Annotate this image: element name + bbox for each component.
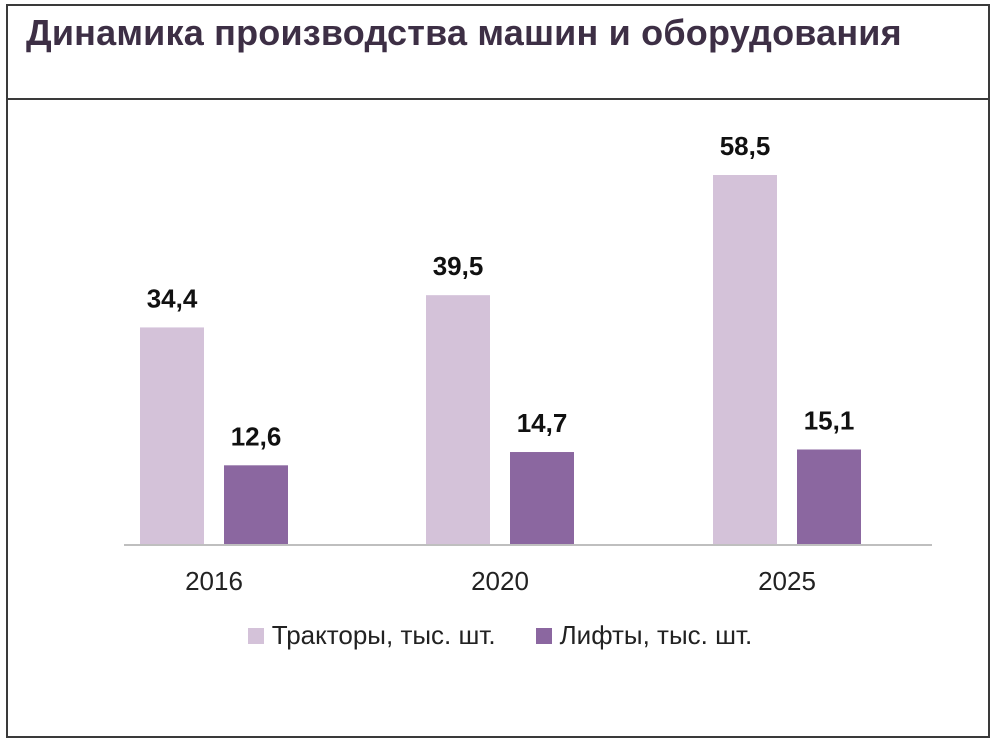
x-tick-labels-group: 2016 2020 2025 bbox=[185, 566, 816, 596]
bar-lifts-2016 bbox=[224, 465, 288, 545]
data-labels-group: 34,4 12,6 39,5 14,7 58,5 15,1 bbox=[147, 131, 855, 451]
legend-item-lifts: Лифты, тыс. шт. bbox=[535, 620, 753, 651]
legend: Тракторы, тыс. шт. Лифты, тыс. шт. bbox=[0, 620, 1000, 651]
x-tick-label-2025: 2025 bbox=[758, 566, 816, 596]
legend-label-tractors: Тракторы, тыс. шт. bbox=[271, 620, 496, 650]
data-label-lifts-2025: 15,1 bbox=[804, 405, 855, 435]
chart-frame: Динамика производства машин и оборудован… bbox=[6, 4, 990, 738]
legend-swatch-lifts bbox=[535, 627, 552, 644]
data-label-lifts-2020: 14,7 bbox=[517, 408, 568, 438]
bar-lifts-2020 bbox=[510, 452, 574, 545]
legend-item-tractors: Тракторы, тыс. шт. bbox=[247, 620, 496, 651]
x-tick-label-2020: 2020 bbox=[471, 566, 529, 596]
legend-swatch-tractors bbox=[247, 627, 264, 644]
chart-title: Динамика производства машин и оборудован… bbox=[26, 12, 902, 53]
data-label-lifts-2016: 12,6 bbox=[231, 421, 282, 451]
bar-tractors-2020 bbox=[426, 295, 490, 545]
bar-lifts-2025 bbox=[797, 449, 861, 545]
data-label-tractors-2020: 39,5 bbox=[433, 251, 484, 281]
x-tick-label-2016: 2016 bbox=[185, 566, 243, 596]
bar-tractors-2025 bbox=[713, 175, 777, 545]
title-area: Динамика производства машин и оборудован… bbox=[8, 6, 988, 100]
bar-tractors-2016 bbox=[140, 327, 204, 545]
bars-group bbox=[140, 175, 861, 545]
data-label-tractors-2025: 58,5 bbox=[720, 131, 771, 161]
legend-label-lifts: Лифты, тыс. шт. bbox=[559, 620, 753, 650]
data-label-tractors-2016: 34,4 bbox=[147, 283, 198, 313]
